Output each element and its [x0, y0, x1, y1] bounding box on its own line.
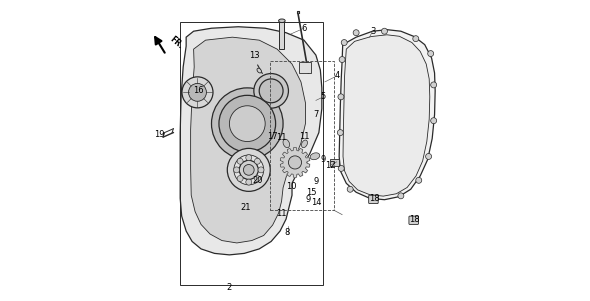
- Circle shape: [337, 130, 343, 135]
- Circle shape: [289, 156, 301, 169]
- FancyBboxPatch shape: [330, 160, 339, 166]
- Text: 14: 14: [310, 198, 321, 207]
- Circle shape: [339, 57, 345, 63]
- Circle shape: [254, 158, 260, 164]
- Circle shape: [428, 51, 434, 57]
- Circle shape: [246, 179, 252, 185]
- Circle shape: [189, 83, 206, 101]
- Text: 6: 6: [301, 24, 307, 33]
- Circle shape: [353, 30, 359, 36]
- Bar: [180, 22, 323, 285]
- Text: 9: 9: [321, 155, 326, 164]
- Ellipse shape: [278, 19, 285, 23]
- Circle shape: [254, 73, 289, 108]
- Text: 11: 11: [276, 132, 287, 141]
- Bar: [280, 21, 284, 49]
- Circle shape: [338, 94, 344, 100]
- Circle shape: [431, 118, 437, 124]
- Circle shape: [338, 166, 344, 171]
- Circle shape: [254, 175, 260, 182]
- Ellipse shape: [257, 68, 261, 73]
- Text: 9: 9: [306, 195, 311, 204]
- Circle shape: [259, 79, 283, 103]
- Ellipse shape: [283, 139, 290, 148]
- Polygon shape: [343, 35, 430, 196]
- Ellipse shape: [301, 140, 307, 147]
- Circle shape: [234, 155, 264, 185]
- Text: 16: 16: [193, 86, 204, 95]
- Circle shape: [211, 88, 283, 160]
- Ellipse shape: [310, 153, 320, 160]
- Circle shape: [230, 106, 265, 141]
- Circle shape: [425, 154, 432, 160]
- Text: 2: 2: [227, 283, 232, 292]
- Text: 15: 15: [306, 188, 317, 197]
- Text: 5: 5: [321, 92, 326, 101]
- Circle shape: [239, 160, 258, 179]
- Circle shape: [341, 39, 347, 45]
- Text: 11: 11: [299, 132, 309, 141]
- Polygon shape: [280, 147, 310, 177]
- Circle shape: [244, 165, 254, 175]
- Bar: [270, 61, 334, 210]
- FancyBboxPatch shape: [369, 195, 378, 203]
- Text: 13: 13: [250, 51, 260, 60]
- Text: 8: 8: [285, 228, 290, 237]
- Circle shape: [246, 155, 252, 161]
- Text: 19: 19: [154, 130, 164, 138]
- Text: 21: 21: [241, 203, 251, 212]
- Text: 9: 9: [313, 177, 319, 186]
- Text: 3: 3: [370, 27, 375, 36]
- Text: 17: 17: [267, 132, 278, 141]
- Text: 18: 18: [409, 215, 419, 224]
- Circle shape: [416, 177, 422, 183]
- Circle shape: [413, 36, 419, 42]
- Text: 12: 12: [325, 161, 336, 170]
- Circle shape: [370, 195, 376, 201]
- Text: 20: 20: [253, 176, 263, 185]
- Circle shape: [182, 77, 213, 108]
- Circle shape: [258, 167, 264, 173]
- Text: 18: 18: [369, 194, 379, 203]
- Bar: [299, 62, 310, 73]
- Circle shape: [219, 95, 276, 152]
- FancyBboxPatch shape: [409, 216, 418, 225]
- Circle shape: [234, 167, 240, 173]
- Polygon shape: [180, 27, 322, 255]
- Circle shape: [347, 186, 353, 192]
- Text: 10: 10: [286, 182, 296, 191]
- Circle shape: [382, 28, 388, 34]
- Text: 4: 4: [334, 71, 339, 80]
- Circle shape: [283, 150, 307, 174]
- Circle shape: [237, 175, 243, 182]
- Polygon shape: [339, 30, 435, 200]
- Circle shape: [227, 148, 270, 191]
- Text: FR.: FR.: [168, 35, 185, 51]
- Circle shape: [237, 158, 243, 164]
- Text: 7: 7: [313, 110, 319, 119]
- Circle shape: [431, 82, 437, 88]
- Circle shape: [398, 193, 404, 199]
- Text: 11: 11: [276, 209, 287, 218]
- Polygon shape: [191, 37, 306, 243]
